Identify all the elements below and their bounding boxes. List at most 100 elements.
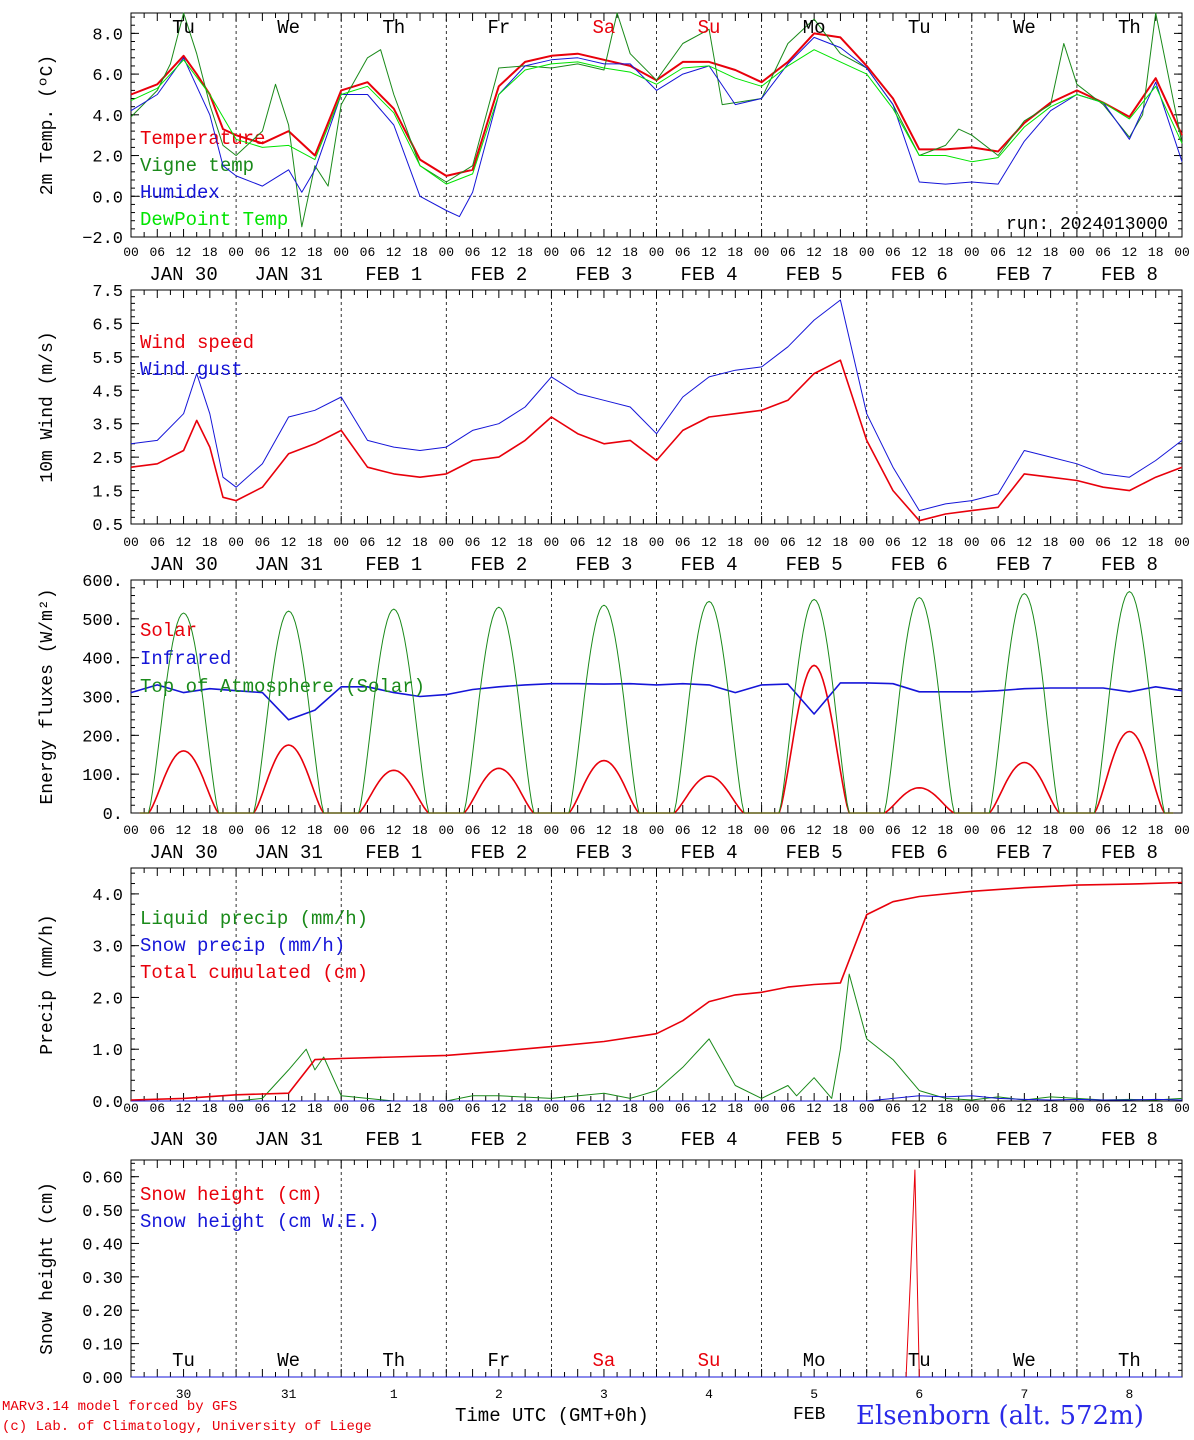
legend-entry: Vigne temp (140, 155, 254, 177)
date-label: JAN 31 (254, 264, 322, 286)
weekday-label: We (1013, 1350, 1036, 1372)
hour-tick-label: 06 (255, 535, 271, 550)
date-label: JAN 30 (149, 554, 217, 576)
weekday-label: Mo (803, 1350, 826, 1372)
date-label: FEB 5 (786, 1129, 843, 1151)
hour-tick-label: 06 (149, 535, 165, 550)
date-label: FEB 1 (365, 1129, 422, 1151)
hour-tick-label: 12 (281, 245, 297, 260)
hour-tick-label: 06 (675, 245, 691, 260)
date-label: FEB 1 (365, 264, 422, 286)
hour-tick-label: 18 (412, 535, 428, 550)
hour-tick-label: 18 (412, 1101, 428, 1116)
weekday-label: Mo (803, 17, 826, 39)
y-tick-label: 0.10 (82, 1337, 123, 1356)
hour-tick-label: 18 (307, 245, 323, 260)
y-tick-label: 6.5 (92, 316, 123, 335)
chart-panel-5: 0.00 0.10 0.20 0.30 0.40 0.50 0.60 Snow height … (38, 1159, 1183, 1402)
hour-tick-label: 06 (360, 535, 376, 550)
hour-tick-label: 00 (544, 535, 560, 550)
date-label: FEB 2 (470, 842, 527, 864)
hour-tick-label: 06 (255, 245, 271, 260)
y-tick-label: 300. (82, 690, 123, 709)
hour-tick-label: 06 (885, 535, 901, 550)
hour-tick-label: 00 (228, 1101, 244, 1116)
date-label: FEB 1 (365, 554, 422, 576)
hour-tick-label: 00 (649, 1101, 665, 1116)
hour-tick-label: 18 (938, 245, 954, 260)
chart-panel-1: −2.0 0.0 2.0 4.0 6.0 8.0 2m Temp. (ºC) Temperat… (38, 12, 1190, 286)
hour-tick-label: 00 (333, 823, 349, 838)
hour-tick-label: 18 (517, 1101, 533, 1116)
series-line-wind-speed (130, 359, 1183, 522)
hour-tick-label: 00 (438, 245, 454, 260)
hour-tick-label: 00 (859, 245, 875, 260)
hour-tick-label: 00 (228, 535, 244, 550)
date-label: FEB 8 (1101, 264, 1158, 286)
hour-tick-label: 18 (833, 245, 849, 260)
legend-entry: Wind speed (140, 332, 254, 354)
hour-tick-label: 00 (754, 1101, 770, 1116)
y-axis-label: Precip (mm/h) (38, 914, 58, 1054)
hour-tick-label: 12 (911, 1101, 927, 1116)
hour-tick-label: 12 (701, 1101, 717, 1116)
day-number-label: 7 (1020, 1387, 1028, 1402)
hour-tick-label: 12 (386, 1101, 402, 1116)
weekday-label: Sa (593, 17, 616, 39)
legend-entry: Humidex (140, 182, 220, 204)
legend-entry: Infrared (140, 648, 231, 670)
day-number-label: 4 (705, 1387, 713, 1402)
y-tick-label: 0.20 (82, 1303, 123, 1322)
legend-entry: Snow precip (mm/h) (140, 935, 345, 957)
hour-tick-label: 00 (859, 823, 875, 838)
series-line-dewpoint-temp (130, 49, 1183, 185)
hour-tick-label: 18 (622, 1101, 638, 1116)
y-tick-label: 3.0 (92, 939, 123, 958)
date-label: JAN 31 (254, 1129, 322, 1151)
hour-tick-label: 12 (911, 535, 927, 550)
weekday-label: We (1013, 17, 1036, 39)
weekday-label: Fr (487, 17, 510, 39)
y-axis-label: Energy fluxes (W/m²) (38, 588, 58, 804)
y-tick-label: 8.0 (92, 26, 123, 45)
hour-tick-label: 06 (570, 535, 586, 550)
hour-tick-label: 00 (964, 245, 980, 260)
hour-tick-label: 12 (491, 535, 507, 550)
hour-tick-label: 18 (833, 535, 849, 550)
hour-tick-label: 12 (596, 823, 612, 838)
hour-tick-label: 06 (149, 1101, 165, 1116)
hour-tick-label: 18 (938, 823, 954, 838)
hour-tick-label: 00 (754, 823, 770, 838)
date-label: FEB 4 (681, 264, 738, 286)
hour-tick-label: 12 (281, 823, 297, 838)
legend-entry: Snow height (cm) (140, 1184, 322, 1206)
hour-tick-label: 12 (806, 1101, 822, 1116)
date-label: FEB 4 (681, 1129, 738, 1151)
hour-tick-label: 12 (1122, 1101, 1138, 1116)
date-label: JAN 31 (254, 554, 322, 576)
date-label: JAN 30 (149, 842, 217, 864)
date-label: FEB 1 (365, 842, 422, 864)
hour-tick-label: 06 (990, 1101, 1006, 1116)
hour-tick-label: 00 (649, 245, 665, 260)
hour-tick-label: 06 (1095, 535, 1111, 550)
y-tick-label: 0.30 (82, 1270, 123, 1289)
weekday-label: We (277, 1350, 300, 1372)
hour-tick-label: 06 (360, 1101, 376, 1116)
hour-tick-label: 00 (649, 823, 665, 838)
weekday-label: Tu (908, 17, 931, 39)
date-label: FEB 6 (891, 264, 948, 286)
hour-tick-label: 12 (386, 823, 402, 838)
hour-tick-label: 12 (701, 535, 717, 550)
y-tick-label: 7.5 (92, 283, 123, 302)
hour-tick-label: 06 (360, 245, 376, 260)
hour-tick-label: 18 (1043, 535, 1059, 550)
y-tick-label: 600. (82, 573, 123, 592)
weekday-label: Tu (172, 17, 195, 39)
date-label: FEB 8 (1101, 842, 1158, 864)
hour-tick-label: 00 (438, 823, 454, 838)
hour-tick-label: 06 (885, 1101, 901, 1116)
date-label: FEB 3 (575, 1129, 632, 1151)
date-label: FEB 7 (996, 1129, 1053, 1151)
hour-tick-label: 06 (465, 535, 481, 550)
